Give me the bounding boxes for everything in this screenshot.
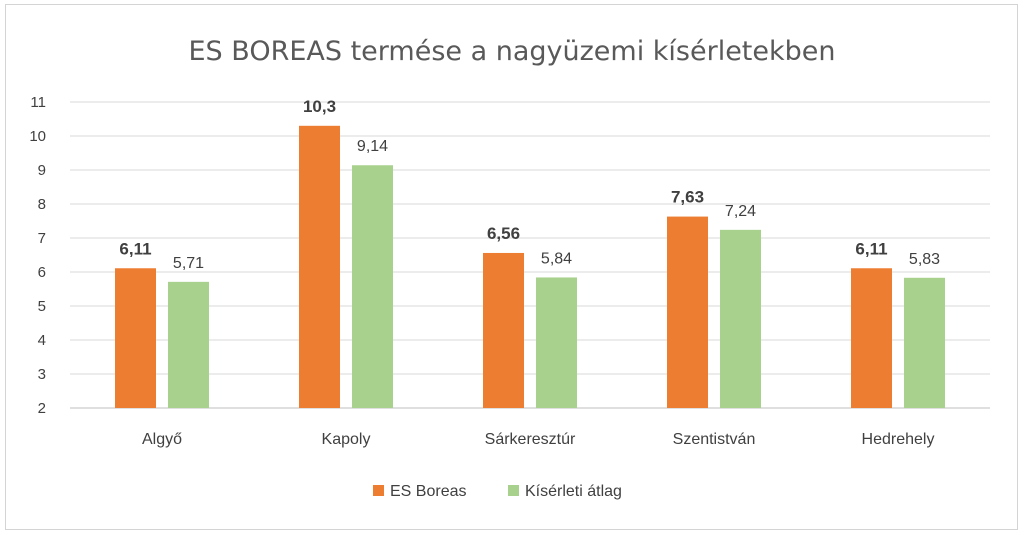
gridlines bbox=[70, 101, 990, 409]
bar-es-boreas bbox=[115, 268, 156, 408]
data-label: 7,63 bbox=[671, 188, 704, 207]
bar-es-boreas bbox=[667, 216, 708, 408]
data-label: 5,83 bbox=[909, 251, 940, 268]
data-label: 5,71 bbox=[173, 255, 204, 272]
y-tick-label: 6 bbox=[38, 264, 46, 281]
bar-kiserleti-atlag bbox=[168, 281, 209, 408]
y-tick-label: 2 bbox=[38, 400, 46, 417]
bar-kiserleti-atlag bbox=[720, 229, 761, 408]
data-label: 5,84 bbox=[541, 250, 572, 267]
y-axis: 2 3 4 5 6 7 8 9 10 11 bbox=[29, 94, 46, 417]
x-tick-label: Sárkeresztúr bbox=[485, 431, 576, 448]
legend-swatch bbox=[373, 485, 384, 496]
y-tick-label: 7 bbox=[38, 230, 46, 247]
y-tick-label: 10 bbox=[29, 128, 46, 145]
legend-swatch bbox=[508, 485, 519, 496]
x-tick-label: Szentistván bbox=[673, 431, 756, 448]
y-tick-label: 4 bbox=[38, 332, 46, 349]
data-label: 6,11 bbox=[119, 239, 151, 258]
legend-label: Kísérleti átlag bbox=[525, 483, 622, 500]
x-tick-label: Kapoly bbox=[322, 431, 371, 448]
bar-kiserleti-atlag bbox=[904, 277, 945, 408]
bar-es-boreas bbox=[851, 268, 892, 408]
x-tick-label: Algyő bbox=[142, 431, 182, 448]
data-label: 6,56 bbox=[487, 224, 520, 243]
legend: ES Boreas Kísérleti átlag bbox=[373, 483, 622, 500]
y-tick-label: 8 bbox=[38, 196, 46, 213]
data-label: 9,14 bbox=[357, 138, 388, 155]
y-tick-label: 5 bbox=[38, 298, 46, 315]
y-tick-label: 9 bbox=[38, 162, 46, 179]
data-label: 10,3 bbox=[303, 97, 336, 116]
data-label: 6,11 bbox=[855, 239, 887, 258]
bar-kiserleti-atlag bbox=[536, 277, 577, 408]
legend-label: ES Boreas bbox=[390, 483, 466, 500]
bars: 6,11 5,71 10,3 9,14 6,56 5,84 7,63 7,24 6,11 5,83 bbox=[115, 97, 945, 409]
x-tick-label: Hedrehely bbox=[862, 431, 935, 448]
x-axis: Algyő Kapoly Sárkeresztúr Szentistván Hedreh… bbox=[142, 431, 934, 448]
bar-es-boreas bbox=[483, 252, 524, 408]
data-label: 7,24 bbox=[725, 203, 756, 220]
bar-es-boreas bbox=[299, 125, 340, 409]
y-tick-label: 3 bbox=[38, 366, 46, 383]
bar-kiserleti-atlag bbox=[352, 165, 393, 408]
chart-title: ES BOREAS termése a nagyüzemi kísérletek… bbox=[189, 36, 836, 67]
y-tick-label: 11 bbox=[30, 94, 46, 111]
